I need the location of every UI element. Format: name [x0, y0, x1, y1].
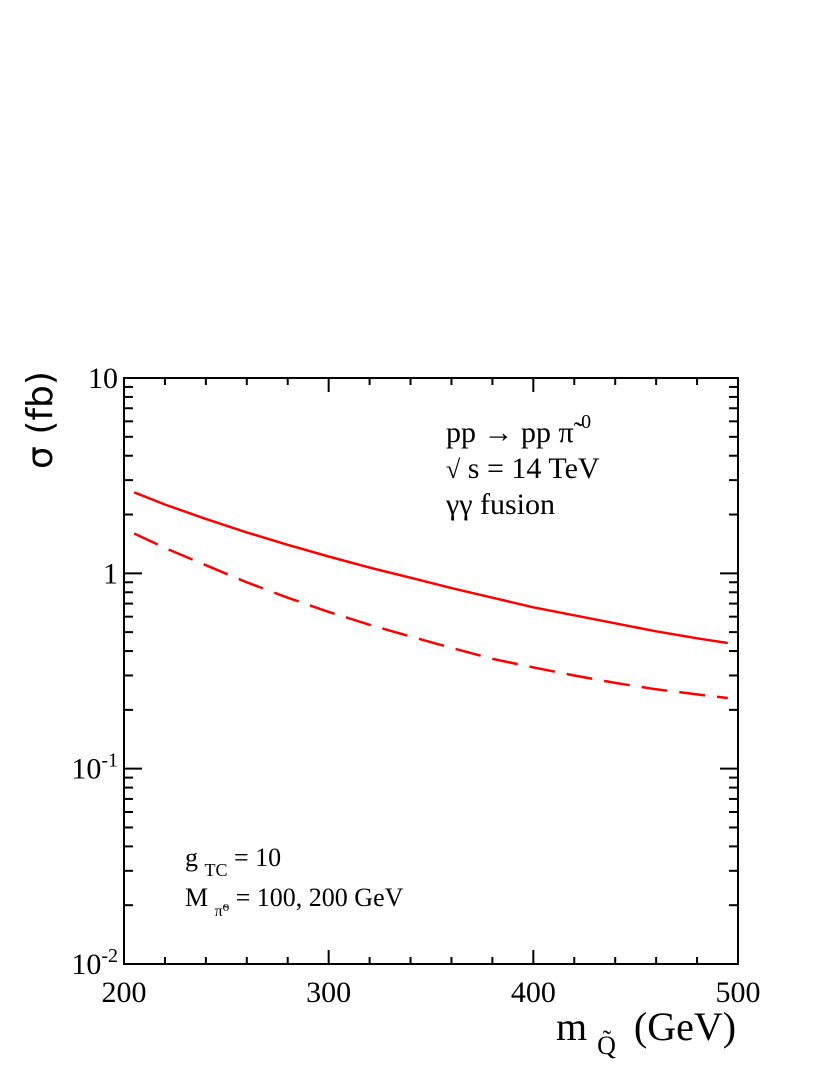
- y-axis-label: σ (fb): [20, 371, 61, 469]
- major-ticks: [123, 378, 739, 965]
- x-axis-label: m Q̃ (GeV): [556, 1004, 736, 1063]
- process-label: pp → pp π̃ 0: [446, 411, 591, 449]
- fusion-label: γγ fusion: [445, 488, 555, 521]
- y-tick-label: 10-1: [71, 750, 118, 786]
- coupling-label: g TC = 10: [185, 843, 281, 882]
- y-tick-exponent: -1: [101, 750, 118, 772]
- x-tick-label: 500: [716, 976, 761, 1009]
- mass-label: M π̃⁰ = 100, 200 GeV: [185, 883, 404, 922]
- y-tick-base: 10: [71, 753, 101, 786]
- pion-symbol: π̃: [559, 416, 584, 449]
- x-tick-label: 200: [102, 976, 147, 1009]
- plot-frame: [123, 377, 739, 965]
- x-axis-label-unit: (GeV): [634, 1004, 736, 1049]
- minor-ticks: [124, 378, 738, 964]
- series-layer: [133, 491, 728, 700]
- y-tick-label: 1: [103, 557, 118, 590]
- y-tick-exponent: -2: [101, 945, 118, 967]
- x-tick-label: 300: [306, 976, 351, 1009]
- series-line-1-solid: [133, 491, 728, 645]
- pion-superscript: 0: [581, 411, 591, 433]
- x-axis-label-sub: Q̃: [597, 1031, 616, 1060]
- y-tick-label: 10-2: [71, 945, 118, 981]
- y-tick-label: 10: [88, 362, 118, 395]
- y-tick-base: 10: [71, 948, 101, 981]
- x-axis-label-main: m: [556, 1004, 587, 1049]
- y-tick-base: 10: [88, 362, 118, 395]
- y-tick-base: 1: [103, 557, 118, 590]
- sqrt-symbol: √: [446, 455, 461, 484]
- series-line-2-dashed: [133, 532, 728, 700]
- x-tick-label: 400: [511, 976, 556, 1009]
- energy-label: √ s = 14 TeV: [446, 452, 600, 485]
